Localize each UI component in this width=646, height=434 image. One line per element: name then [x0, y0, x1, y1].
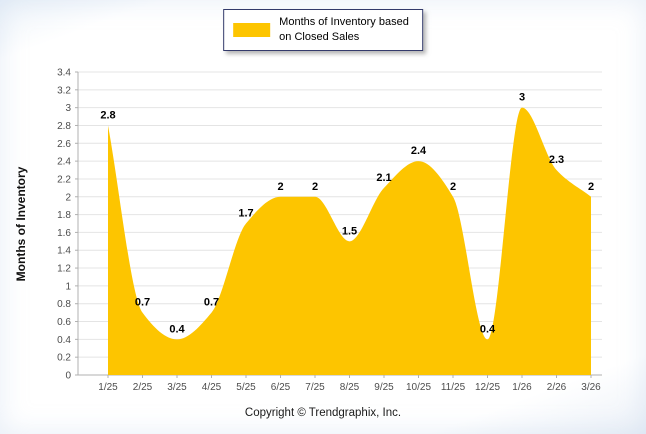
data-label: 0.7 — [135, 297, 150, 309]
x-tick-label: 2/26 — [547, 382, 567, 393]
y-tick-label: 2.6 — [57, 139, 71, 150]
y-tick-label: 2.2 — [57, 174, 71, 185]
x-tick-label: 2/25 — [133, 382, 153, 393]
data-label: 3 — [519, 92, 525, 104]
x-tick-label: 11/25 — [441, 382, 466, 393]
x-tick-label: 1/25 — [98, 382, 118, 393]
y-tick-label: 0.8 — [57, 299, 71, 310]
x-tick-label: 3/25 — [167, 382, 187, 393]
y-tick-label: 0.6 — [57, 317, 71, 328]
data-label: 2 — [312, 181, 318, 193]
legend-label-line1: Months of Inventory based — [279, 16, 409, 28]
y-tick-label: 3.2 — [57, 85, 71, 96]
x-tick-label: 1/26 — [512, 382, 532, 393]
legend-label-line2: on Closed Sales — [279, 30, 360, 43]
legend-label: Months of Inventory based on Closed Sale… — [279, 15, 409, 45]
data-label: 2.1 — [376, 172, 391, 184]
data-label: 2 — [277, 181, 283, 193]
x-tick-label: 4/25 — [202, 382, 222, 393]
y-tick-label: 2.8 — [57, 121, 71, 132]
x-tick-label: 3/26 — [581, 382, 601, 393]
data-label: 0.4 — [169, 323, 185, 335]
x-tick-label: 9/25 — [374, 382, 394, 393]
y-tick-label: 2 — [65, 192, 71, 203]
y-tick-label: 1.2 — [57, 264, 71, 275]
data-label: 0.7 — [204, 297, 219, 309]
y-tick-label: 0 — [65, 371, 71, 382]
x-tick-label: 12/25 — [475, 382, 500, 393]
y-tick-label: 3 — [65, 103, 71, 114]
x-tick-label: 10/25 — [406, 382, 431, 393]
data-label: 1.7 — [238, 208, 253, 220]
data-label: 2.4 — [411, 145, 427, 157]
x-tick-label: 5/25 — [236, 382, 256, 393]
copyright: Copyright © Trendgraphix, Inc. — [244, 407, 402, 419]
y-tick-label: 2.4 — [57, 157, 71, 168]
data-label: 1.5 — [342, 225, 357, 237]
y-tick-label: 1.4 — [57, 246, 71, 257]
y-tick-label: 0.2 — [57, 353, 71, 364]
legend-swatch — [233, 22, 271, 37]
y-tick-label: 3.4 — [57, 68, 71, 79]
y-tick-label: 1 — [65, 281, 71, 292]
area-series — [108, 107, 591, 376]
x-tick-label: 8/25 — [340, 382, 360, 393]
data-label: 2 — [450, 181, 456, 193]
x-tick-label: 6/25 — [271, 382, 291, 393]
y-tick-label: 0.4 — [57, 335, 71, 346]
data-label: 0.4 — [480, 323, 496, 335]
x-tick-label: 7/25 — [305, 382, 325, 393]
data-label: 2 — [588, 181, 594, 193]
data-label: 2.8 — [100, 109, 115, 121]
data-label: 2.3 — [549, 154, 564, 166]
y-tick-label: 1.8 — [57, 210, 71, 221]
y-tick-label: 1.6 — [57, 228, 71, 239]
legend: Months of Inventory based on Closed Sale… — [223, 9, 423, 51]
